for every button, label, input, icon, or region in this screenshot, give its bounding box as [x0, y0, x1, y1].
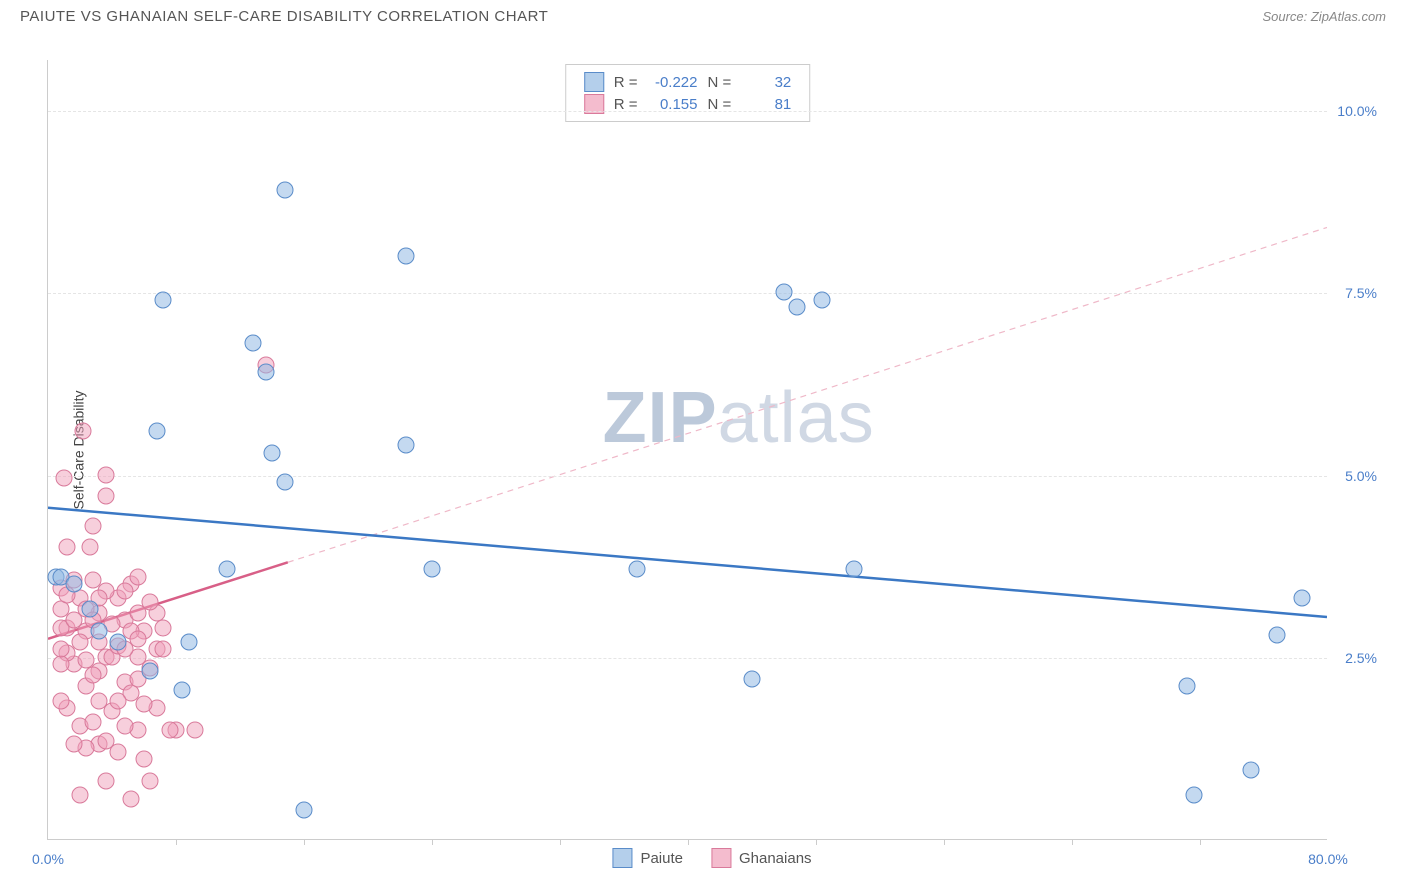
x-tick-label: 0.0%: [32, 851, 64, 867]
data-point-pink: [110, 692, 127, 709]
data-point-blue: [219, 561, 236, 578]
series-legend: Paiute Ghanaians: [612, 848, 811, 868]
data-point-blue: [1185, 787, 1202, 804]
data-point-pink: [97, 732, 114, 749]
y-tick-label: 5.0%: [1332, 468, 1377, 484]
data-point-blue: [81, 601, 98, 618]
swatch-blue: [612, 848, 632, 868]
plot-area: ZIPatlas R = -0.222 N = 32 R = 0.155 N =…: [47, 60, 1327, 840]
data-point-pink: [72, 634, 89, 651]
x-tick-mark: [560, 839, 561, 845]
data-point-pink: [78, 652, 95, 669]
stats-row-blue: R = -0.222 N = 32: [584, 71, 792, 93]
y-tick-label: 2.5%: [1332, 650, 1377, 666]
data-point-blue: [846, 561, 863, 578]
data-point-pink: [123, 790, 140, 807]
data-point-blue: [244, 335, 261, 352]
data-point-pink: [97, 772, 114, 789]
data-point-pink: [129, 568, 146, 585]
trend-lines: [48, 60, 1327, 839]
data-point-blue: [1179, 677, 1196, 694]
y-tick-label: 7.5%: [1332, 285, 1377, 301]
x-tick-mark: [1200, 839, 1201, 845]
data-point-blue: [296, 801, 313, 818]
data-point-pink: [56, 470, 73, 487]
data-point-blue: [65, 575, 82, 592]
data-point-blue: [398, 247, 415, 264]
x-tick-mark: [944, 839, 945, 845]
scatter-chart: Self-Care Disability ZIPatlas R = -0.222…: [47, 60, 1377, 840]
gridline: [48, 658, 1327, 659]
x-tick-mark: [304, 839, 305, 845]
data-point-blue: [424, 561, 441, 578]
data-point-pink: [72, 787, 89, 804]
data-point-pink: [97, 488, 114, 505]
data-point-blue: [1243, 761, 1260, 778]
legend-item-paiute: Paiute: [612, 848, 683, 868]
data-point-pink: [84, 666, 101, 683]
data-point-pink: [52, 656, 69, 673]
data-point-blue: [1294, 590, 1311, 607]
data-point-pink: [81, 539, 98, 556]
data-point-pink: [136, 696, 153, 713]
data-point-blue: [814, 291, 831, 308]
x-tick-mark: [1072, 839, 1073, 845]
data-point-blue: [142, 663, 159, 680]
data-point-pink: [52, 692, 69, 709]
data-point-pink: [142, 594, 159, 611]
data-point-pink: [84, 572, 101, 589]
gridline: [48, 111, 1327, 112]
data-point-pink: [65, 736, 82, 753]
x-tick-mark: [688, 839, 689, 845]
data-point-blue: [398, 437, 415, 454]
swatch-pink: [711, 848, 731, 868]
data-point-blue: [155, 291, 172, 308]
data-point-blue: [276, 182, 293, 199]
x-tick-mark: [176, 839, 177, 845]
data-point-blue: [276, 473, 293, 490]
data-point-blue: [264, 444, 281, 461]
data-point-blue: [744, 670, 761, 687]
x-tick-mark: [816, 839, 817, 845]
data-point-pink: [91, 692, 108, 709]
data-point-pink: [116, 583, 133, 600]
data-point-pink: [59, 539, 76, 556]
data-point-pink: [155, 641, 172, 658]
data-point-pink: [129, 630, 146, 647]
source-label: Source: ZipAtlas.com: [1262, 9, 1386, 24]
gridline: [48, 476, 1327, 477]
data-point-pink: [52, 601, 69, 618]
watermark: ZIPatlas: [603, 377, 875, 459]
data-point-pink: [116, 718, 133, 735]
data-point-pink: [75, 422, 92, 439]
data-point-blue: [776, 284, 793, 301]
data-point-blue: [180, 634, 197, 651]
legend-item-ghanaians: Ghanaians: [711, 848, 812, 868]
data-point-pink: [52, 641, 69, 658]
x-tick-mark: [432, 839, 433, 845]
data-point-pink: [136, 750, 153, 767]
stats-legend: R = -0.222 N = 32 R = 0.155 N = 81: [565, 64, 811, 122]
data-point-blue: [110, 634, 127, 651]
data-point-blue: [1268, 626, 1285, 643]
data-point-pink: [84, 714, 101, 731]
data-point-pink: [97, 466, 114, 483]
data-point-pink: [84, 517, 101, 534]
gridline: [48, 293, 1327, 294]
data-point-blue: [174, 681, 191, 698]
swatch-blue: [584, 72, 604, 92]
data-point-pink: [142, 772, 159, 789]
data-point-pink: [155, 619, 172, 636]
y-tick-label: 10.0%: [1332, 103, 1377, 119]
data-point-blue: [788, 298, 805, 315]
data-point-blue: [628, 561, 645, 578]
chart-title: PAIUTE VS GHANAIAN SELF-CARE DISABILITY …: [20, 8, 548, 25]
x-tick-label: 80.0%: [1308, 851, 1348, 867]
data-point-blue: [257, 364, 274, 381]
data-point-blue: [91, 623, 108, 640]
data-point-pink: [187, 721, 204, 738]
data-point-blue: [148, 422, 165, 439]
data-point-pink: [161, 721, 178, 738]
